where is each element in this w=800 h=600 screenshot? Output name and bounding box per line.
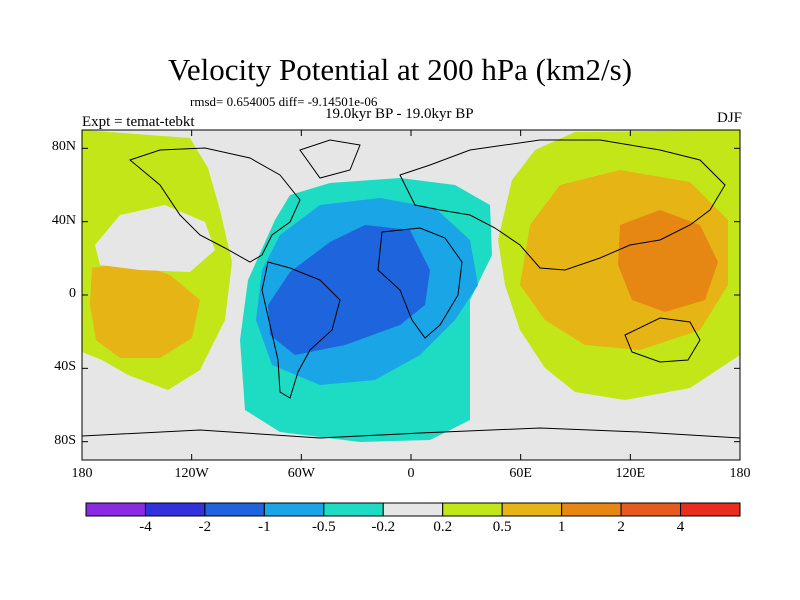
colorbar-box	[442, 502, 503, 517]
x-tick-label: 120E	[615, 466, 646, 481]
colorbar-label: 4	[676, 519, 685, 535]
x-tick-label: 60W	[287, 466, 315, 481]
contour-asia-1	[618, 210, 718, 312]
colorbar-label: -4	[139, 519, 152, 535]
colorbar-label: 0.5	[492, 519, 512, 535]
colorbar-label: 2	[617, 519, 625, 535]
contour-west-pacific-0.5	[90, 262, 200, 358]
colorbar-label: -0.2	[371, 519, 396, 535]
colorbar-box	[263, 502, 325, 517]
colorbar-label: -0.5	[311, 519, 336, 535]
y-tick-label: 40N	[51, 212, 76, 228]
contour-north-pacific-low	[95, 205, 215, 272]
x-tick-label: 180	[71, 466, 93, 481]
x-tick-label: 120W	[174, 466, 209, 481]
colorbar-label: 0.2	[433, 519, 453, 535]
colorbar-box	[501, 502, 563, 517]
experiment-label: Expt = temat-tebkt	[82, 114, 195, 130]
colorbar-box	[144, 502, 206, 517]
y-tick-label: 80N	[51, 139, 76, 155]
coastlines	[82, 139, 740, 439]
season-label: DJF	[716, 110, 742, 126]
colorbar-label: -1	[258, 519, 271, 535]
colorbar-box	[680, 502, 741, 517]
x-tick-label: 180	[729, 466, 751, 481]
colorbar-label: -2	[198, 519, 212, 535]
colorbar-box	[85, 502, 146, 517]
colorbar-box	[204, 502, 265, 517]
x-tick-label: 0	[407, 466, 415, 481]
colorbar-box	[620, 502, 682, 517]
map-field	[82, 130, 740, 460]
contour-atlantic-neg1	[268, 225, 430, 355]
x-tick-label: 60E	[509, 466, 532, 481]
y-tick-label: 80S	[54, 432, 76, 448]
stats-text: rmsd= 0.654005 diff= -9.14501e-06	[190, 94, 378, 109]
period-text: 19.0kyr BP - 19.0kyr BP	[325, 106, 474, 122]
colorbar-box	[323, 502, 384, 517]
colorbar-box	[382, 502, 444, 517]
colorbar-box	[561, 502, 622, 517]
colorbar-label: 1	[557, 519, 566, 535]
y-tick-label: 0	[69, 286, 76, 301]
plot-title: Velocity Potential at 200 hPa (km2/s)	[167, 52, 633, 87]
y-tick-label: 40S	[54, 359, 76, 375]
